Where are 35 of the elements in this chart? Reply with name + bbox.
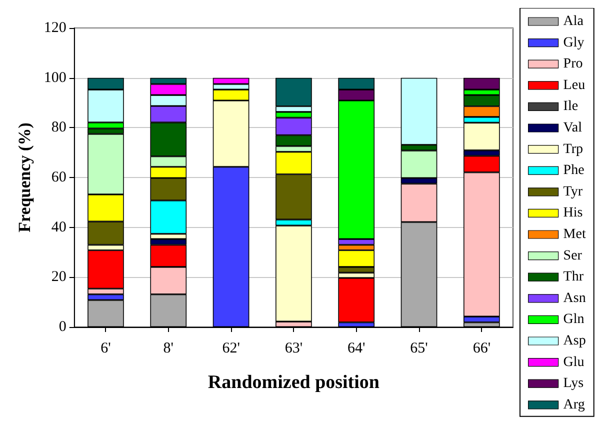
legend-label: Gln <box>563 312 584 328</box>
y-tick-label: 100 <box>44 70 66 86</box>
legend-label: Arg <box>563 397 585 412</box>
x-tick-label: 8' <box>163 340 174 356</box>
x-tick-label: 63' <box>284 340 303 356</box>
legend-label: Val <box>563 120 582 136</box>
x-tick-label: 66' <box>472 340 491 356</box>
y-tick-label: 60 <box>51 170 66 186</box>
x-tick-label: 64' <box>348 340 366 356</box>
y-axis-title: Frequency (%) <box>15 122 34 232</box>
legend-label: Pro <box>563 56 583 72</box>
legend-label: Asn <box>563 290 586 306</box>
y-tick-label: 120 <box>44 20 66 36</box>
legend-label: Ile <box>563 99 578 114</box>
legend-label: Thr <box>563 270 584 285</box>
y-tick-label: 80 <box>51 120 66 136</box>
x-tick-label: 65' <box>410 340 428 356</box>
legend-label: Glu <box>563 354 584 370</box>
x-tick-label: 62' <box>222 340 240 356</box>
y-tick-label: 0 <box>58 319 66 335</box>
legend-label: Ser <box>563 248 582 264</box>
legend-label: Gly <box>563 35 584 50</box>
legend-label: Lys <box>563 376 584 392</box>
legend-label: Trp <box>563 142 584 157</box>
legend-label: His <box>563 206 583 221</box>
x-axis-title: Randomized position <box>208 372 380 393</box>
legend-label: Leu <box>563 78 586 93</box>
legend-label: Met <box>563 227 586 242</box>
x-tick-label: 6' <box>100 340 112 356</box>
legend-label: Tyr <box>563 184 583 200</box>
legend-label: Asp <box>563 334 586 348</box>
y-tick-label: 40 <box>51 219 66 236</box>
y-tick-label: 20 <box>51 269 66 286</box>
legend-label: Ala <box>563 14 584 29</box>
legend-label: Phe <box>563 163 584 178</box>
